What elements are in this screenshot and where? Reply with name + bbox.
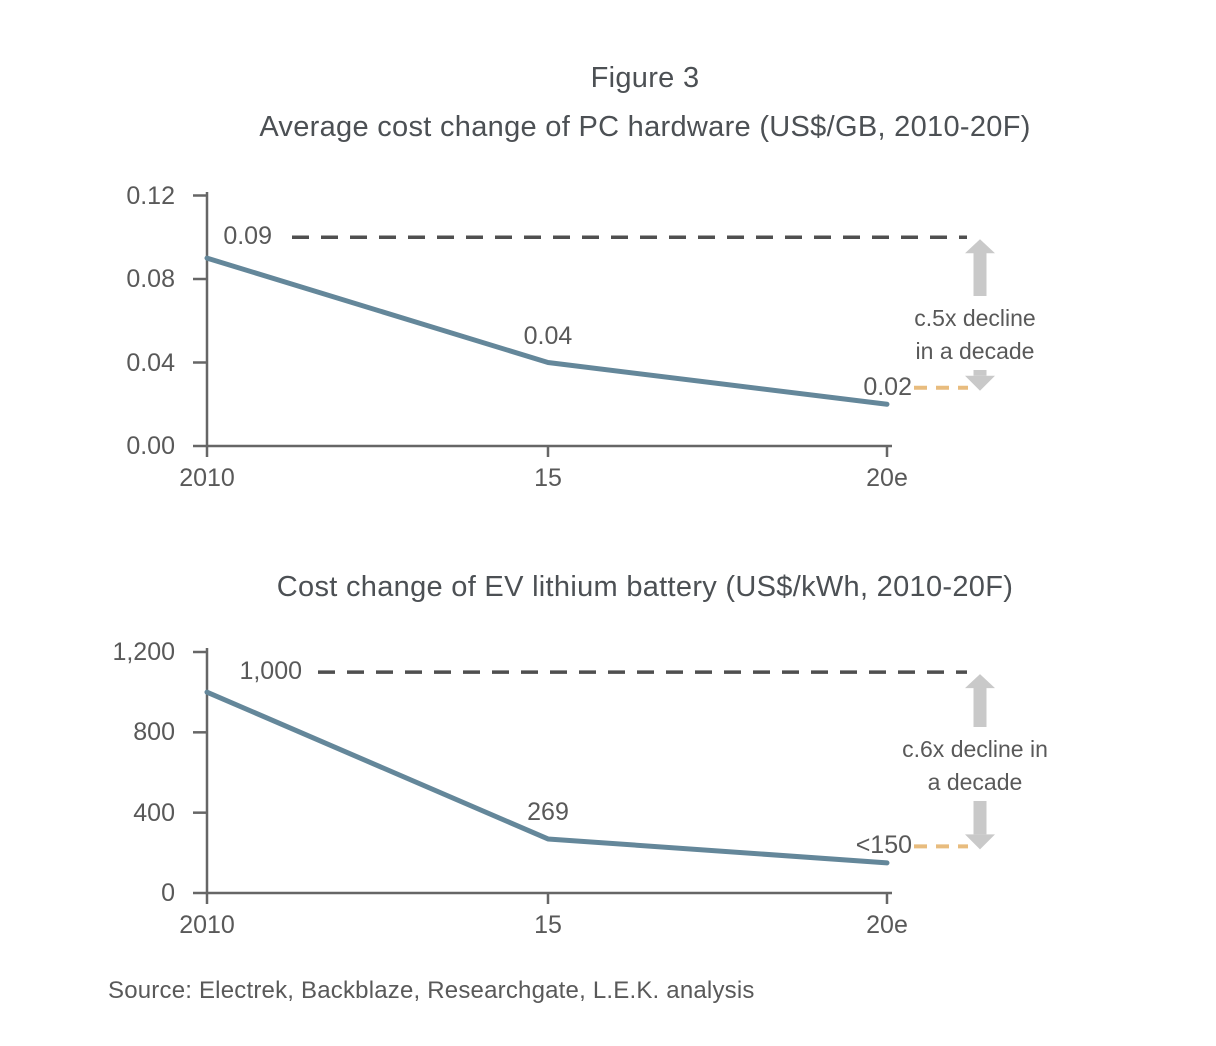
x-tick-label: 15 (534, 464, 562, 492)
mid-value-label: 0.04 (523, 321, 573, 350)
chart-canvas (193, 648, 995, 904)
y-tick-label: 0.12 (126, 181, 175, 210)
axes (205, 192, 892, 448)
chart-canvas (193, 192, 995, 457)
decline-annotation-line: c.6x decline in (902, 736, 1048, 762)
figure-label: Figure 3 (590, 62, 700, 94)
data-line (204, 255, 890, 407)
decline-arrow-down-head (965, 375, 995, 391)
decline-arrow-lower-shaft (973, 370, 987, 376)
x-tick-label: 20e (866, 911, 908, 939)
y-tick-label: 400 (133, 798, 175, 827)
y-tick-label: 800 (133, 718, 175, 747)
x-tick-label: 15 (534, 911, 562, 939)
source-note: Source: Electrek, Backblaze, Researchgat… (108, 977, 755, 1004)
start-value-label: 1,000 (239, 657, 302, 686)
decline-annotation-line: c.5x decline (914, 305, 1036, 331)
x-tick-label: 2010 (179, 464, 235, 492)
decline-arrow-lower-shaft (973, 801, 987, 835)
y-tick-label: 0.08 (126, 265, 175, 293)
y-tick-label: 1,200 (112, 638, 175, 667)
data-line (204, 689, 890, 866)
chart-title-ev-battery: Cost change of EV lithium battery (US$/k… (276, 571, 1014, 603)
decline-arrow-upper-shaft (973, 252, 987, 296)
mid-value-label: 269 (527, 797, 569, 826)
decline-annotation-line: a decade (927, 769, 1023, 795)
end-value-label: <150 (855, 831, 912, 860)
x-tick-label: 2010 (179, 911, 235, 939)
decline-annotation-line: in a decade (915, 338, 1035, 364)
y-tick-label: 0 (161, 879, 175, 907)
x-tick-label: 20e (866, 464, 908, 492)
decline-arrow-up-head (965, 239, 995, 254)
decline-arrow-upper-shaft (973, 687, 987, 727)
start-value-label: 0.09 (223, 222, 272, 251)
y-tick-label: 0.04 (126, 348, 175, 377)
end-value-label: 0.02 (863, 372, 912, 401)
chart-pc-hardware: 0.12 0.08 0.04 0.00 2010 15 20e 0.09 0.04 0.02 c.5… (0, 181, 1216, 525)
y-tick-label: 0.00 (126, 432, 175, 460)
decline-arrow-up-head (965, 674, 995, 689)
decline-arrow-down-head (965, 834, 995, 850)
chart-ev-battery: 1,200 800 400 0 2010 15 20e 1,000 269 <150 c.6x de… (0, 638, 1216, 980)
chart-title-pc-hardware: Average cost change of PC hardware (US$/… (259, 111, 1031, 143)
